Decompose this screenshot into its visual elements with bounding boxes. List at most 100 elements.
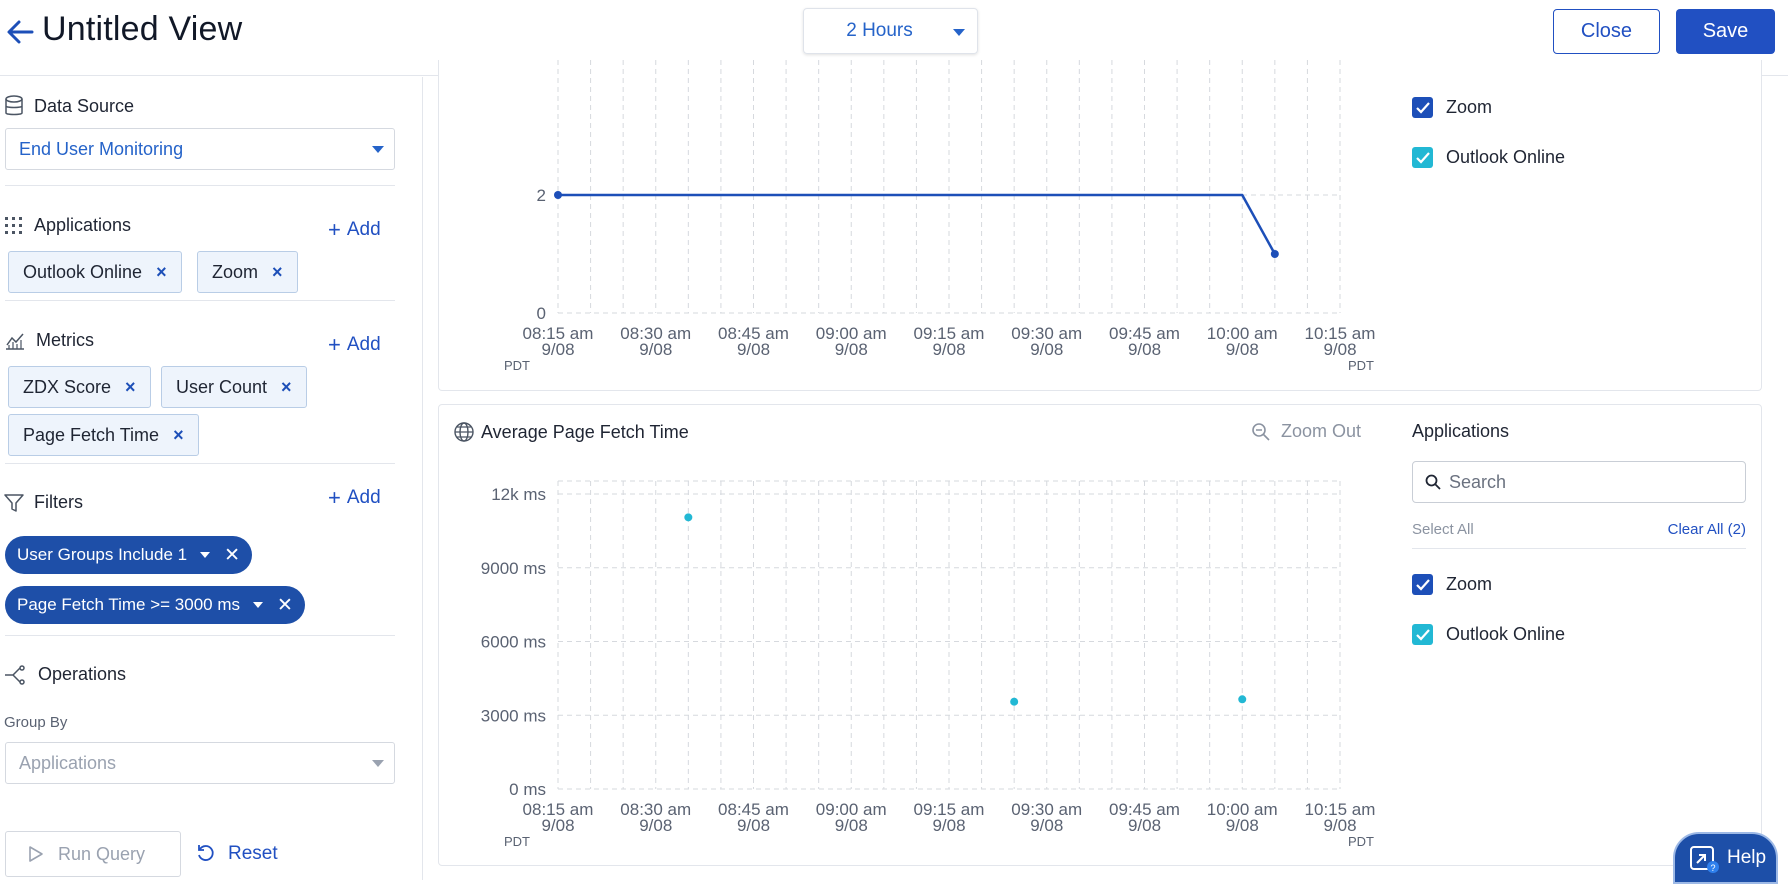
x-tick-label: 10:00 am	[1207, 324, 1278, 343]
y-tick-label: 12k ms	[491, 485, 546, 504]
run-query-label: Run Query	[58, 843, 146, 864]
select-all-link[interactable]: Select All	[1412, 521, 1474, 538]
filters-header: Filters	[4, 492, 83, 513]
x-tick-label: 09:45 am	[1109, 324, 1180, 343]
x-tick-label: 09:15 am	[914, 800, 985, 819]
filter-pill[interactable]: User Groups Include 1 ✕	[5, 536, 253, 574]
x-tick-date-label: 9/08	[835, 816, 868, 835]
x-tick-date-label: 9/08	[932, 340, 965, 359]
timezone-label: PDT	[504, 834, 530, 849]
chip-label: Outlook Online	[23, 261, 143, 282]
group-by-select[interactable]: Applications	[5, 742, 395, 784]
data-point	[1238, 695, 1247, 704]
plus-icon: +	[328, 217, 341, 242]
x-tick-date-label: 9/08	[932, 816, 965, 835]
x-tick-label: 09:00 am	[816, 800, 887, 819]
chart-panel-page-fetch: 0 ms 3000 ms 6000 ms 9000 ms 12k ms 08:15 am 9…	[438, 404, 1762, 866]
x-tick-date-label: 9/08	[1323, 816, 1356, 835]
legend-item-zoom[interactable]: Zoom	[1412, 97, 1492, 118]
chart-title: Average Page Fetch Time	[453, 421, 689, 443]
y-tick-label: 0	[537, 304, 546, 323]
x-tick-label: 09:30 am	[1011, 800, 1082, 819]
y-tick-label: 3000 ms	[481, 706, 546, 725]
add-metric-button[interactable]: + Add	[328, 334, 381, 356]
group-by-placeholder: Applications	[19, 752, 117, 773]
data-source-select[interactable]: End User Monitoring	[5, 128, 395, 170]
x-tick-date-label: 9/08	[1323, 340, 1356, 359]
checkbox-checked-icon[interactable]	[1412, 97, 1433, 118]
reset-button[interactable]: Reset	[196, 831, 278, 877]
run-query-button[interactable]: Run Query	[5, 831, 181, 877]
chevron-down-icon	[953, 29, 965, 36]
time-range-select[interactable]: 2 Hours	[803, 8, 978, 54]
x-tick-label: 08:45 am	[718, 800, 789, 819]
close-button[interactable]: Close	[1553, 9, 1660, 54]
zoom-out-icon	[1252, 422, 1270, 441]
reset-label: Reset	[228, 843, 278, 864]
remove-icon[interactable]: ×	[272, 261, 283, 282]
help-icon: ?	[1690, 846, 1719, 873]
page-title: Untitled View	[42, 10, 243, 48]
x-tick-date-label: 9/08	[1030, 816, 1063, 835]
search-input[interactable]	[1449, 471, 1729, 493]
data-source-header: Data Source	[4, 95, 134, 117]
zoom-out-button[interactable]: Zoom Out	[1251, 421, 1361, 442]
save-button[interactable]: Save	[1676, 9, 1775, 54]
metric-chip: Page Fetch Time ×	[8, 414, 199, 456]
legend-panel: Applications	[1412, 421, 1748, 442]
chart-line-icon	[6, 333, 24, 350]
legend-item-outlook-online[interactable]: Outlook Online	[1412, 624, 1565, 645]
add-label: Add	[346, 219, 381, 240]
chevron-down-icon[interactable]	[200, 552, 211, 558]
add-filter-button[interactable]: + Add	[328, 487, 381, 509]
x-tick-date-label: 9/08	[639, 816, 672, 835]
data-point	[684, 513, 693, 522]
chart-panel-line: 0 2 08:15 am 9/08 08:30 am 9/08 08:45 am 9/08 09…	[438, 60, 1762, 391]
chart-title-text: Average Page Fetch Time	[481, 421, 689, 442]
plus-icon: +	[328, 332, 341, 357]
x-tick-date-label: 9/08	[835, 340, 868, 359]
remove-icon[interactable]: ×	[281, 376, 292, 397]
x-tick-date-label: 9/08	[1030, 340, 1063, 359]
time-range-value: 2 Hours	[846, 20, 913, 41]
checkbox-checked-icon[interactable]	[1412, 147, 1433, 168]
checkbox-checked-icon[interactable]	[1412, 574, 1433, 595]
metrics-label: Metrics	[36, 330, 94, 350]
zoom-out-label: Zoom Out	[1281, 421, 1362, 441]
timezone-label: PDT	[504, 358, 530, 373]
chip-label: Zoom	[212, 261, 259, 282]
chevron-down-icon[interactable]	[253, 602, 264, 608]
grid-icon	[5, 216, 22, 234]
legend-item-zoom[interactable]: Zoom	[1412, 574, 1492, 595]
chip-label: ZDX Score	[23, 376, 112, 397]
legend-search[interactable]	[1412, 461, 1746, 503]
group-by-label: Group By	[4, 714, 68, 731]
help-button[interactable]: ? Help	[1673, 832, 1778, 884]
add-application-button[interactable]: + Add	[328, 219, 381, 241]
x-tick-date-label: 9/08	[639, 340, 672, 359]
divider	[1412, 548, 1746, 549]
remove-icon[interactable]: ×	[173, 424, 184, 445]
database-icon	[5, 95, 23, 116]
x-tick-label: 08:15 am	[523, 800, 594, 819]
filter-pill[interactable]: Page Fetch Time >= 3000 ms ✕	[5, 586, 305, 624]
x-tick-label: 10:15 am	[1305, 324, 1376, 343]
data-source-value: End User Monitoring	[19, 138, 184, 159]
back-arrow-icon[interactable]	[4, 16, 36, 48]
data-point	[554, 191, 562, 199]
x-tick-label: 08:30 am	[620, 324, 691, 343]
remove-icon[interactable]: ✕	[224, 544, 241, 566]
remove-icon[interactable]: ✕	[277, 594, 293, 616]
remove-icon[interactable]: ×	[125, 376, 136, 397]
legend-item-outlook-online[interactable]: Outlook Online	[1412, 147, 1565, 168]
clear-all-link[interactable]: Clear All (2)	[1667, 521, 1746, 538]
metric-chip: ZDX Score ×	[8, 366, 151, 408]
checkbox-checked-icon[interactable]	[1412, 624, 1433, 645]
x-tick-date-label: 9/08	[541, 340, 574, 359]
divider	[5, 300, 395, 301]
svg-text:?: ?	[1710, 863, 1715, 873]
legend-label: Zoom	[1446, 574, 1493, 594]
remove-icon[interactable]: ×	[156, 261, 167, 282]
x-tick-date-label: 9/08	[1128, 816, 1161, 835]
x-tick-date-label: 9/08	[1226, 340, 1259, 359]
